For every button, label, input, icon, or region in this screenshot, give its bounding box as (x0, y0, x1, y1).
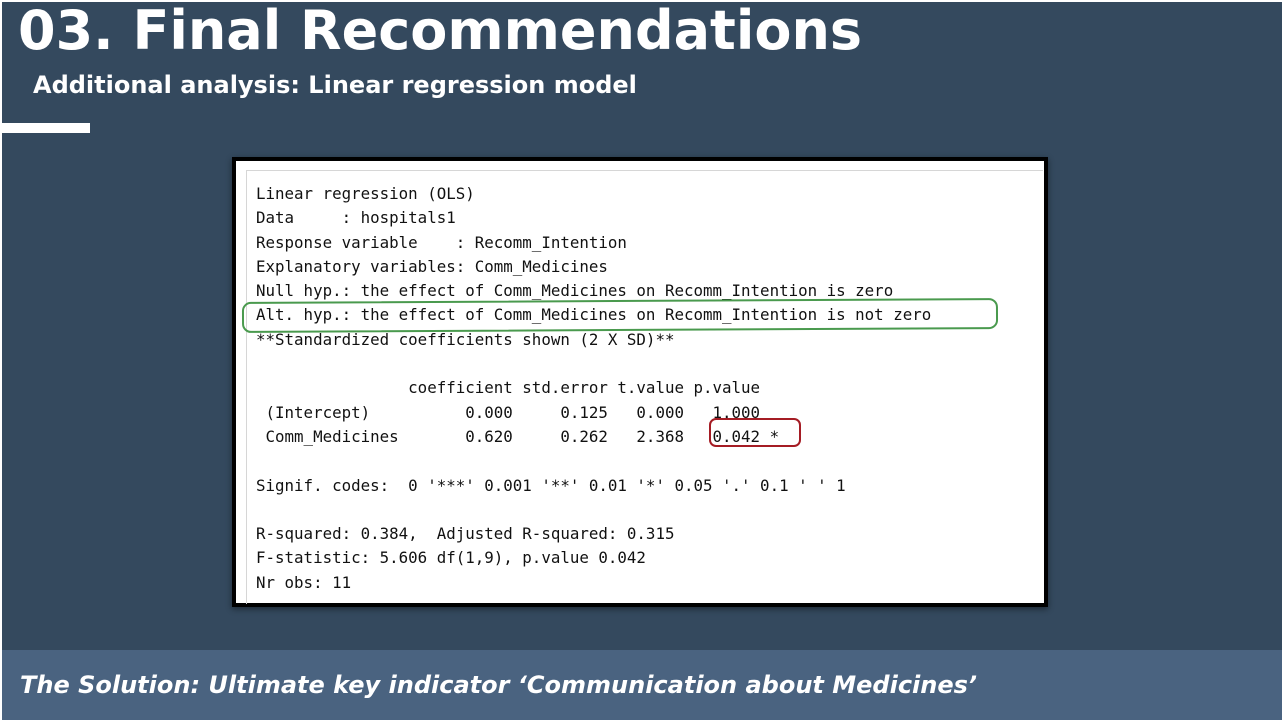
output-blank-line (256, 498, 931, 522)
output-line-model: Linear regression (OLS) (256, 184, 475, 203)
output-line-null-hypothesis: Null hyp.: the effect of Comm_Medicines … (256, 281, 894, 301)
console-panel (246, 170, 1043, 604)
regression-output-text: Linear regression (OLS) Data : hospitals1… (256, 182, 931, 595)
slide-subtitle: Additional analysis: Linear regression m… (33, 71, 637, 99)
output-line-r-squared: R-squared: 0.384, Adjusted R-squared: 0.… (256, 524, 675, 544)
output-line-standardized-note: **Standardized coefficients shown (2 X S… (256, 329, 675, 349)
signif-codes-line: Signif. codes: 0 '***' 0.001 '**' 0.01 '… (256, 475, 846, 495)
footer-text: The Solution: Ultimate key indicator ‘Co… (20, 671, 978, 699)
alt-hypothesis-highlight (241, 298, 999, 333)
output-line-alt-hypothesis: Alt. hyp.: the effect of Comm_Medicines … (256, 305, 932, 325)
output-line-nr-obs: Nr obs: 11 (256, 572, 352, 592)
output-line-f-statistic: F-statistic: 5.606 df(1,9), p.value 0.04… (256, 548, 646, 568)
output-blank-line (256, 449, 931, 473)
output-blank-line (256, 352, 931, 376)
output-line-response-variable: Response variable : Recomm_Intention (256, 232, 627, 252)
title-accent-bar (2, 123, 90, 133)
slide-title: 03. Final Recommendations (18, 2, 863, 62)
coefficient-table-header: coefficient std.error t.value p.value (256, 378, 761, 398)
coefficient-row-comm-medicines: Comm_Medicines 0.620 0.262 2.368 0.042 * (256, 426, 780, 446)
coefficient-row-intercept: (Intercept) 0.000 0.125 0.000 1.000 (256, 402, 761, 422)
footer-banner: The Solution: Ultimate key indicator ‘Co… (2, 650, 1282, 720)
output-line-explanatory-variables: Explanatory variables: Comm_Medicines (256, 256, 608, 276)
p-value-highlight (709, 418, 801, 447)
output-line-data: Data : hospitals1 (256, 208, 456, 228)
regression-output-screenshot: Linear regression (OLS) Data : hospitals1… (232, 157, 1048, 607)
